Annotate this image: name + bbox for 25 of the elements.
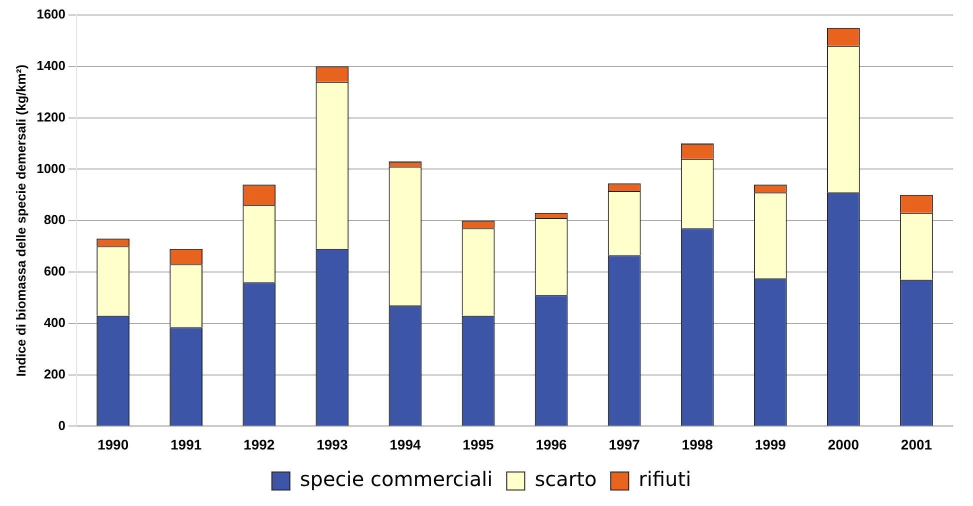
x-tick-label: 1993 xyxy=(316,436,348,452)
y-tick-label: 1200 xyxy=(36,109,66,124)
x-tick-label: 1995 xyxy=(462,436,494,452)
y-tick-label: 800 xyxy=(44,212,66,228)
x-tick-label: 2000 xyxy=(828,436,860,452)
y-tick-label: 1400 xyxy=(36,58,66,73)
x-tick-label: 2001 xyxy=(900,436,932,452)
x-tick-label: 1997 xyxy=(608,436,640,452)
y-tick-label: 0 xyxy=(58,418,66,433)
x-tick-label: 1991 xyxy=(170,436,202,452)
x-tick-label: 1998 xyxy=(682,436,714,452)
x-tick-label: 1992 xyxy=(244,436,275,452)
legend-label: rifiuti xyxy=(638,467,692,492)
x-tick-label: 1999 xyxy=(754,436,786,452)
y-tick-label: 600 xyxy=(44,264,66,279)
y-axis-title: Indice di biomassa delle specie demersali (kg/km²) xyxy=(13,64,28,377)
y-tick-label: 1600 xyxy=(36,6,66,22)
x-tick-label: 1990 xyxy=(97,436,129,452)
y-tick-label: 200 xyxy=(44,366,66,382)
x-tick-label: 1994 xyxy=(390,436,421,452)
legend-label: specie commerciali xyxy=(300,467,493,492)
y-tick-label: 1000 xyxy=(36,160,66,176)
x-tick-label: 1996 xyxy=(536,436,568,452)
y-tick-label: 400 xyxy=(44,314,66,330)
legend-label: scarto xyxy=(534,467,597,492)
